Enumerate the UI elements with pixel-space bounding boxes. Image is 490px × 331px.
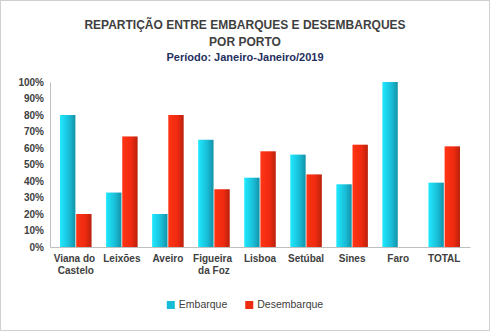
bar [290, 155, 305, 247]
legend-item: Desembarque [245, 298, 323, 310]
legend-label: Embarque [179, 298, 228, 310]
y-tick: 50% [24, 159, 50, 170]
x-tick: Viana do Castelo [54, 247, 98, 276]
bar [244, 178, 259, 247]
bar [60, 115, 75, 247]
y-tick-label: 70% [24, 126, 44, 137]
series-bars [60, 82, 444, 247]
bar [76, 214, 91, 247]
bar [399, 247, 414, 248]
legend-swatch [245, 301, 253, 309]
bar [306, 174, 321, 247]
y-tick-label: 90% [24, 93, 44, 104]
bar [445, 146, 460, 247]
y-tick: 90% [24, 93, 50, 104]
y-tick-label: 100% [18, 77, 44, 88]
y-axis: 0% 10% 20% 30% 40% 50% 60% 70% 80% 90% 100% [18, 77, 50, 253]
x-axis-line [51, 247, 471, 248]
x-tick-label: Setúbal [288, 253, 324, 264]
x-tick: TOTAL [428, 247, 460, 264]
y-tick: 60% [24, 143, 50, 154]
plot: 0% 10% 20% 30% 40% 50% 60% 70% 80% 90% 100% Viana d… [18, 77, 470, 276]
y-tick: 10% [24, 225, 50, 236]
y-axis-line [50, 83, 51, 248]
bar [260, 151, 275, 247]
legend: Embarque Desembarque [167, 298, 324, 310]
y-tick-label: 20% [24, 209, 44, 220]
y-tick: 70% [24, 126, 50, 137]
bars [60, 82, 460, 247]
y-tick-label: 50% [24, 159, 44, 170]
subtitle: Período: Janeiro-Janeiro/2019 [166, 51, 323, 63]
x-tick-label: Viana do Castelo [54, 253, 98, 276]
bar [152, 214, 167, 247]
x-tick: Leixões [103, 247, 141, 264]
y-tick-label: 40% [24, 176, 44, 187]
bar [336, 184, 351, 247]
y-tick: 0% [30, 242, 50, 253]
chart: REPARTIÇÃO ENTRE EMBARQUES E DESEMBARQUE… [0, 0, 490, 331]
y-tick: 20% [24, 209, 50, 220]
y-tick: 80% [24, 110, 50, 121]
legend-label: Desembarque [257, 298, 323, 310]
y-tick: 30% [24, 192, 50, 203]
bar [353, 145, 368, 247]
x-tick-label: TOTAL [428, 253, 460, 264]
y-tick-label: 60% [24, 143, 44, 154]
x-tick: Sines [339, 247, 366, 264]
x-tick-label: Lisboa [244, 253, 277, 264]
x-tick-label: Aveiro [153, 253, 184, 264]
y-tick: 40% [24, 176, 50, 187]
y-tick-label: 30% [24, 192, 44, 203]
x-axis: Viana do Castelo Leixões Aveiro Figueira da… [51, 247, 471, 276]
y-tick-label: 80% [24, 110, 44, 121]
x-tick-label: Faro [387, 253, 409, 264]
bar [214, 189, 229, 247]
bar [106, 193, 121, 247]
x-tick: Lisboa [244, 247, 277, 264]
y-tick-label: 0% [30, 242, 45, 253]
y-tick: 100% [18, 77, 50, 88]
bar [428, 183, 443, 247]
x-tick-label: Sines [339, 253, 366, 264]
legend-item: Embarque [167, 298, 228, 310]
bar [122, 136, 137, 247]
legend-swatch [167, 301, 175, 309]
bar [382, 82, 397, 247]
title: REPARTIÇÃO ENTRE EMBARQUES E DESEMBARQUE… [84, 17, 405, 32]
bar [168, 115, 183, 247]
x-tick-label: Leixões [103, 253, 141, 264]
y-tick-label: 10% [24, 225, 44, 236]
bar [198, 140, 213, 247]
x-tick: Aveiro [153, 247, 184, 264]
x-tick: Figueira da Foz [193, 247, 235, 276]
x-tick-label: Figueira da Foz [193, 253, 235, 276]
x-tick: Faro [387, 247, 409, 264]
chart-frame [1, 1, 490, 331]
series-bars [76, 115, 460, 247]
x-tick: Setúbal [288, 247, 324, 264]
title: POR PORTO [209, 35, 281, 49]
